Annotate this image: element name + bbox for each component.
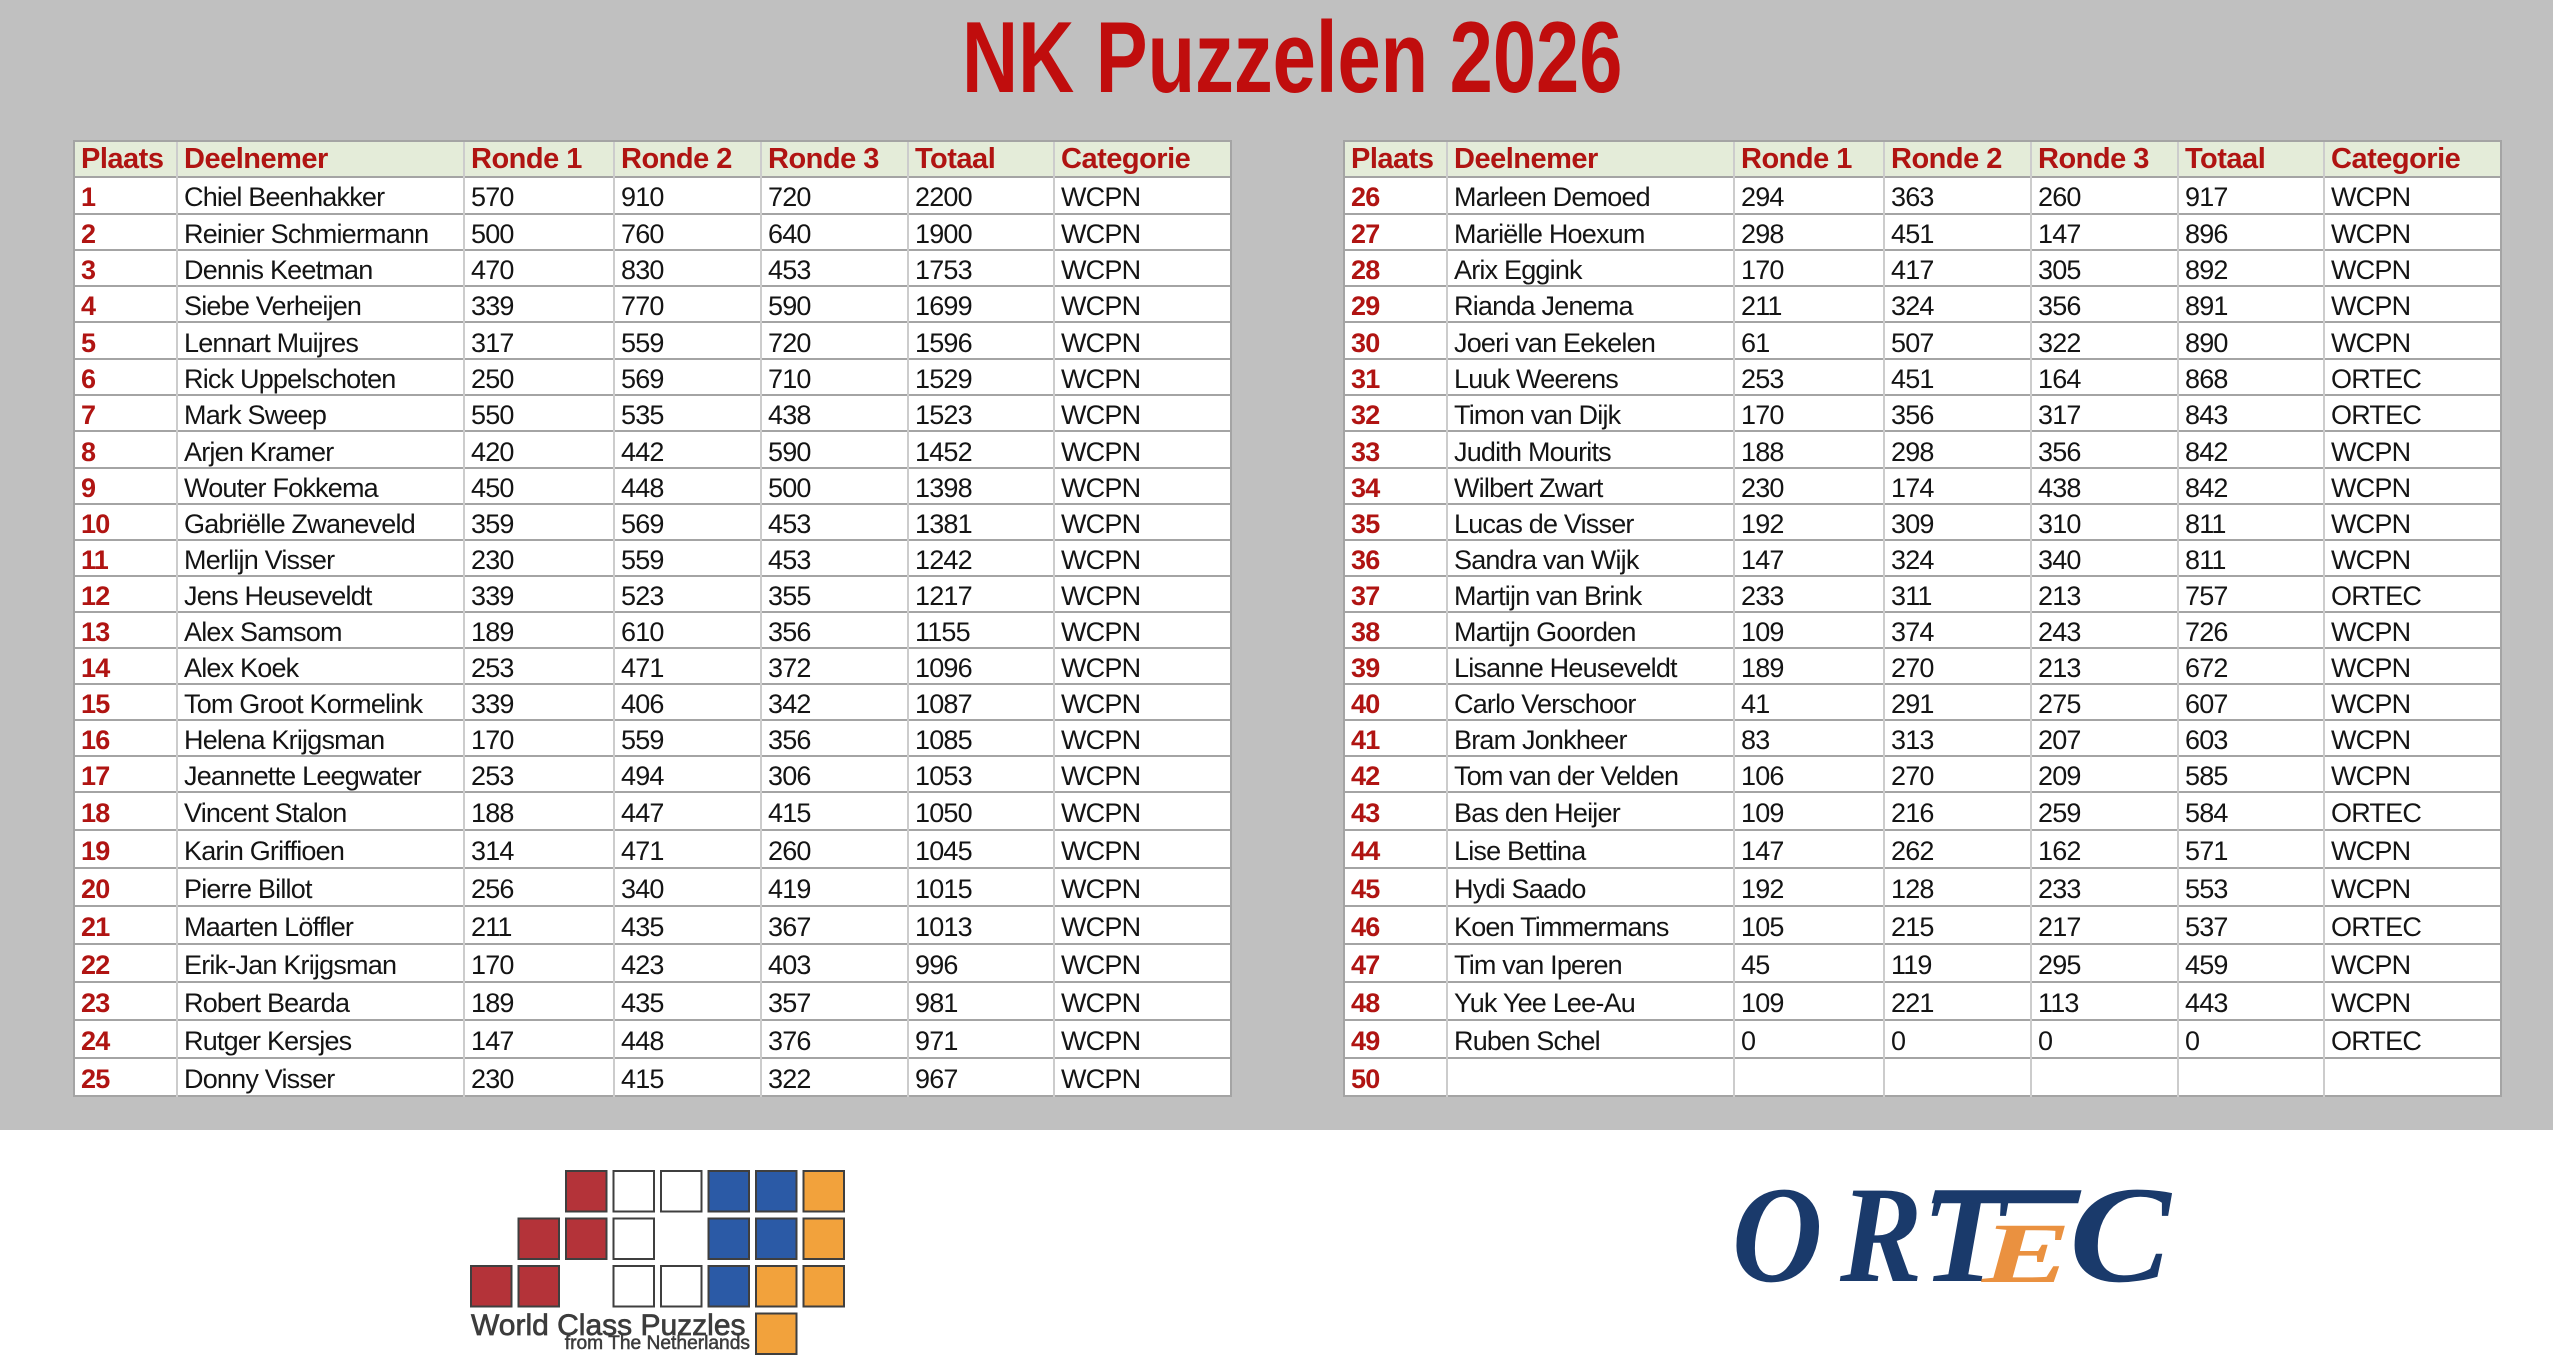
svg-text:R: R [1839,1159,1922,1312]
svg-text:World Class Puzzles: World Class Puzzles [471,1309,746,1342]
svg-text:O: O [1732,1158,1823,1312]
svg-text:C: C [2069,1159,2173,1311]
svg-text:E: E [1981,1206,2071,1301]
svg-text:from The Netherlands: from The Netherlands [565,1333,750,1354]
svg-text:T: T [1922,1158,2011,1311]
